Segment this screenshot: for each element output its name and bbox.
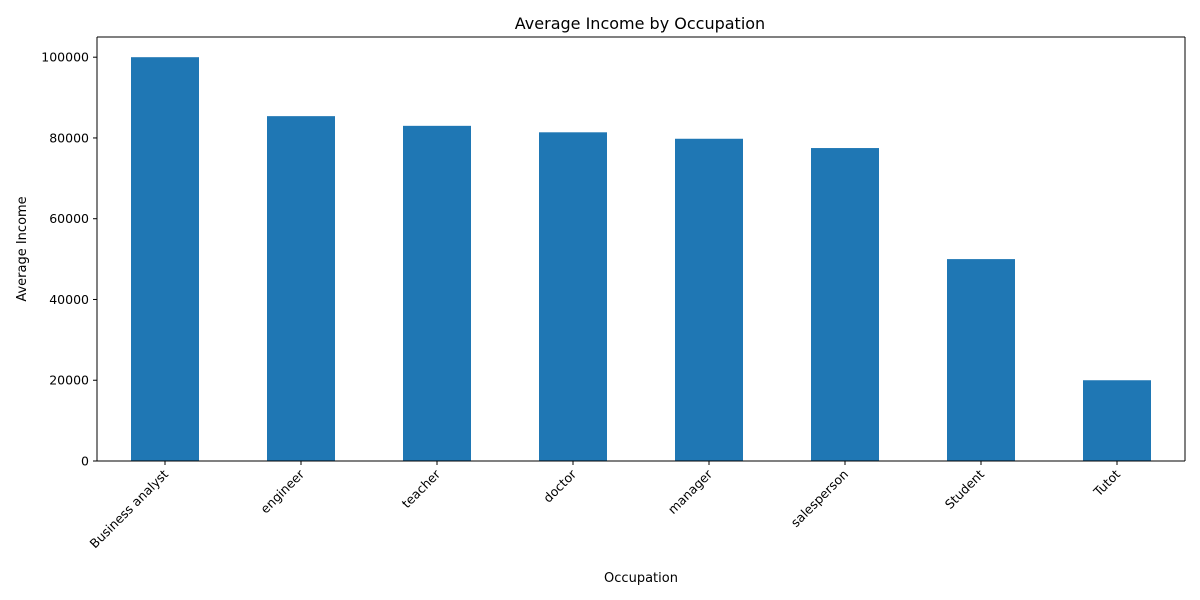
chart-title: Average Income by Occupation bbox=[515, 14, 765, 33]
x-tick-label: teacher bbox=[399, 466, 444, 511]
x-tick-label: engineer bbox=[257, 466, 307, 516]
y-tick-label: 100000 bbox=[41, 50, 89, 65]
bars-group bbox=[131, 57, 1151, 462]
bar-salesperson bbox=[811, 148, 879, 462]
y-axis-label: Average Income bbox=[15, 196, 30, 301]
bar-tutot bbox=[1083, 380, 1151, 461]
bar-engineer bbox=[267, 116, 335, 461]
y-tick-label: 60000 bbox=[49, 211, 89, 226]
y-tick-label: 20000 bbox=[49, 373, 89, 388]
y-tick-label: 40000 bbox=[49, 292, 89, 307]
bar-business-analyst bbox=[131, 57, 199, 461]
y-tick-label: 80000 bbox=[49, 130, 89, 145]
x-tick-label: manager bbox=[665, 466, 716, 517]
bar-manager bbox=[675, 138, 743, 461]
x-tick-label: Tutot bbox=[1090, 466, 1123, 499]
x-tick-label: Business analyst bbox=[87, 466, 172, 551]
x-axis-label: Occupation bbox=[604, 571, 678, 586]
bar-doctor bbox=[539, 132, 607, 461]
bar-student bbox=[947, 259, 1015, 461]
x-tick-label: doctor bbox=[540, 466, 580, 506]
y-axis-ticks: 0 20000 40000 60000 80000 100000 bbox=[41, 50, 97, 469]
x-tick-label: salesperson bbox=[788, 467, 851, 530]
x-axis-ticks: Business analyst engineer teacher doctor man… bbox=[87, 461, 1123, 551]
x-tick-label: Student bbox=[942, 466, 987, 511]
y-tick-label: 0 bbox=[81, 454, 89, 469]
bar-teacher bbox=[403, 125, 471, 461]
